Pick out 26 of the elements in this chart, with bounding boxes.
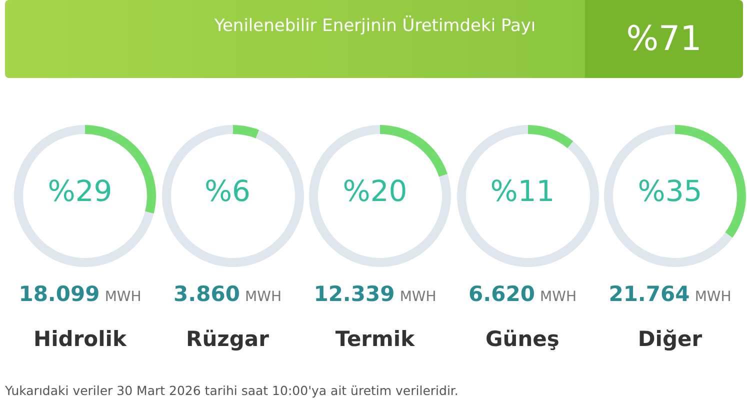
donut-slice [604, 125, 732, 267]
text: 3.860 MWH [174, 282, 282, 306]
text: Güneş [484, 327, 560, 351]
text: %71 [585, 0, 743, 78]
text: Hidrolik [32, 327, 128, 351]
text: Termik [334, 327, 416, 351]
text: 18.099 MWH [18, 282, 142, 306]
text: 6.620 MWH [468, 282, 576, 306]
text: Rüzgar [185, 327, 270, 351]
donut-slice [380, 125, 448, 177]
donut-slice [528, 125, 573, 148]
text: 21.764 MWH [608, 282, 732, 306]
donut-slice [456, 125, 598, 267]
text: Yukarıdaki veriler 30 Mart 2026 tarihi saat 10:00'ya ait üretim verileridir. [5, 383, 458, 398]
text: %6 [203, 174, 252, 208]
text: Yenilenebilir Enerjinin Üretimdeki Payı [213, 14, 537, 38]
donut-slice [162, 125, 304, 267]
text: %11 [489, 174, 556, 208]
text: 12.339 MWH [314, 282, 436, 306]
donut-slice [14, 125, 154, 267]
text: %35 [636, 174, 704, 208]
donut-slice [232, 125, 259, 138]
donut-slice [309, 125, 451, 267]
text: Diğer [636, 327, 704, 351]
text: %29 [46, 174, 114, 208]
text: %20 [342, 174, 408, 208]
